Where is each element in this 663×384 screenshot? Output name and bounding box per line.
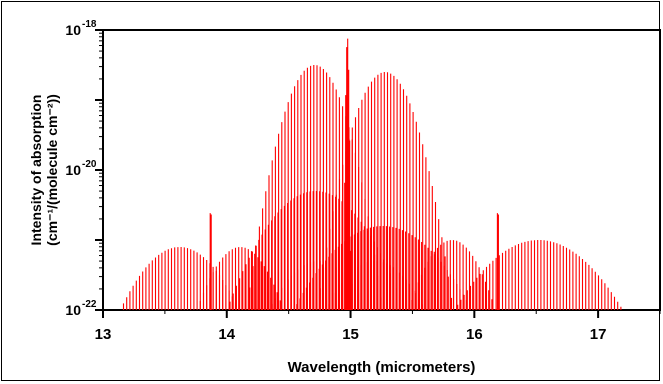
band-9 xyxy=(271,261,366,310)
y-tick-label-2: 10 xyxy=(65,302,81,318)
band-lines-6 xyxy=(199,247,285,310)
band-7 xyxy=(411,240,496,310)
y-tick-label-0: 10 xyxy=(65,22,81,38)
x-axis-ticks: 13 14 15 16 17 xyxy=(95,310,661,343)
x-axis-label: Wavelength (micrometers) xyxy=(288,359,476,376)
band-lines-11 xyxy=(209,213,212,310)
band-11 xyxy=(209,213,212,310)
band-5 xyxy=(122,247,240,310)
y-axis-label-line-2: (cm⁻¹/(molecule cm⁻²)) xyxy=(44,94,60,246)
band-6 xyxy=(199,247,285,310)
y-tick-label-1: 10 xyxy=(65,162,81,178)
y-axis-label: Intensity of absorption (cm⁻¹/(molecule … xyxy=(28,94,60,246)
band-lines-7 xyxy=(411,240,496,310)
band-8 xyxy=(457,240,622,310)
absorption-lines xyxy=(122,38,622,310)
y-tick-exponent-1: -20 xyxy=(82,159,97,170)
band-lines-12 xyxy=(496,213,499,310)
x-tick-label-3: 16 xyxy=(466,326,483,343)
band-lines-10 xyxy=(328,261,423,310)
x-tick-label-4: 17 xyxy=(590,326,607,343)
x-tick-label-0: 13 xyxy=(95,326,112,343)
band-10 xyxy=(328,261,423,310)
x-tick-label-1: 14 xyxy=(218,326,235,343)
band-12 xyxy=(496,213,499,310)
band-lines-9 xyxy=(271,261,366,310)
band-lines-5 xyxy=(122,247,240,310)
y-tick-exponent-2: -22 xyxy=(82,299,97,310)
y-axis-label-line-1: Intensity of absorption xyxy=(28,95,44,246)
band-lines-8 xyxy=(457,240,622,310)
y-tick-exponent-0: -18 xyxy=(82,19,97,30)
x-tick-label-2: 15 xyxy=(342,326,359,343)
